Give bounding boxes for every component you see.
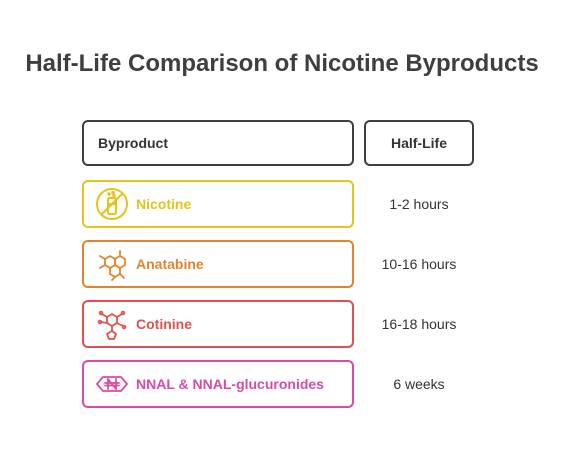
byproduct-name: NNAL & NNAL-glucuronides (136, 376, 324, 392)
no-smoking-icon (96, 188, 128, 220)
byproduct-name: Cotinine (136, 316, 192, 332)
byproduct-row-nicotine: Nicotine (82, 180, 354, 228)
molecule-structure-icon (97, 310, 127, 340)
page-title: Half-Life Comparison of Nicotine Byprodu… (25, 50, 539, 77)
header-half-life: Half-Life (364, 120, 474, 166)
byproduct-name: Anatabine (136, 256, 204, 272)
byproduct-row-nnal: NNAL & NNAL-glucuronides (82, 360, 354, 408)
byproduct-name: Nicotine (136, 196, 192, 212)
molecule-rings-icon (99, 250, 126, 281)
byproduct-row-anatabine: Anatabine (82, 240, 354, 288)
half-life-value: 6 weeks (393, 376, 445, 392)
half-life-value: 10-16 hours (381, 256, 457, 272)
half-life-value: 1-2 hours (389, 196, 449, 212)
byproduct-row-cotinine: Cotinine (82, 300, 354, 348)
header-byproduct: Byproduct (82, 120, 354, 166)
compound-badge-icon (96, 376, 128, 392)
half-life-value: 16-18 hours (381, 316, 457, 332)
